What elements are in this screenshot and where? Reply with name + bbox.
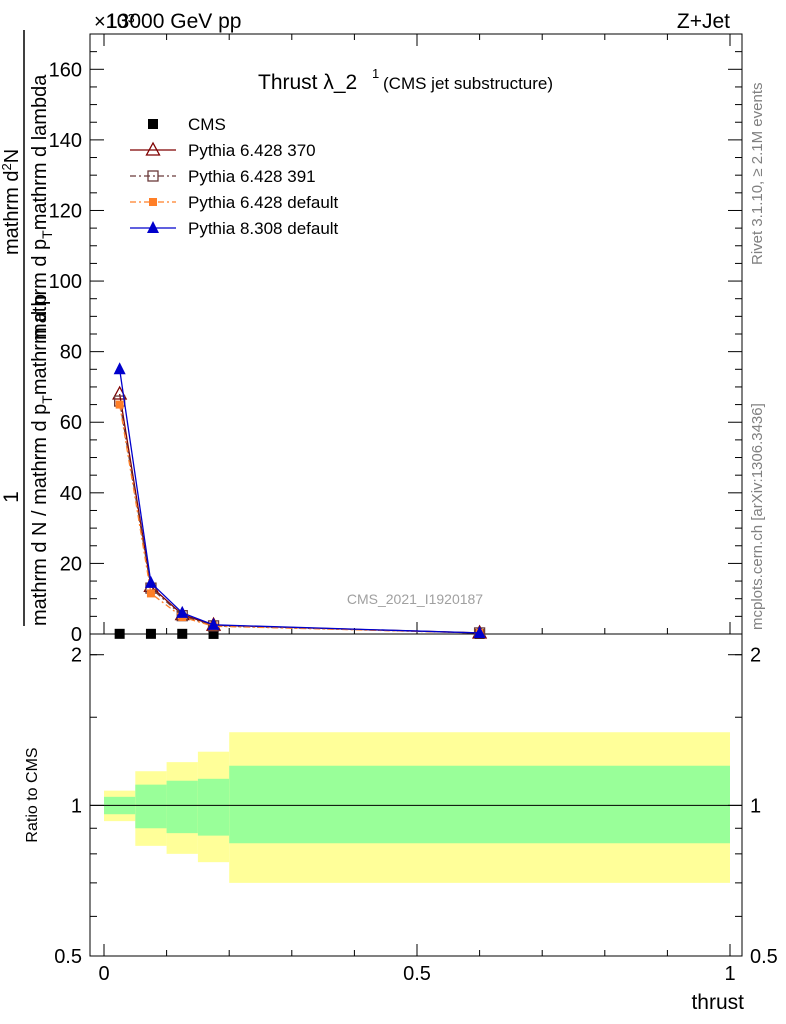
y-tick-label: 40 [60, 483, 82, 505]
legend: CMS Pythia 6.428 370 Pythia 6.428 391 Pythi… [130, 115, 339, 238]
legend-marker-p391 [147, 170, 159, 182]
legend-marker-p6def [149, 198, 157, 206]
ylabel-numerator: 1 [0, 491, 23, 503]
ratio-tick-label-right: 2 [750, 645, 761, 667]
title-sup: 1 [372, 66, 379, 81]
axis-ticks: 0 0.5 1 0 20 40 60 80 100 120 140 160 0.5 0.5 1 1 2 2 [49, 34, 778, 985]
ratio-band-inner [135, 784, 167, 829]
ratio-plot-frame [89, 633, 743, 957]
x-tick-label: 1 [724, 963, 735, 985]
legend-marker-p370 [145, 141, 161, 156]
ylabel-denominator: mathrm d N / mathrm d pTmathrm d p [29, 294, 55, 626]
series-group [112, 362, 488, 639]
ratio-ylabel: Ratio to CMS [24, 747, 41, 842]
energy-label: 13000 GeV pp [106, 10, 241, 33]
legend-label-p8def: Pythia 8.308 default [188, 219, 339, 238]
legend-label-p6def: Pythia 6.428 default [188, 193, 339, 212]
mcplots-label: mcplots.cern.ch [arXiv:1306.3436] [749, 403, 766, 630]
chart-title: Thrust λ_2 1 (CMS jet substructure) [258, 66, 553, 94]
data-point-p6def [115, 400, 124, 409]
ratio-tick-label-left: 1 [71, 795, 82, 817]
legend-label-p391: Pythia 6.428 391 [188, 167, 316, 186]
y-tick-label: 80 [60, 342, 82, 364]
data-point-cms [145, 628, 156, 639]
data-point-p8def [113, 362, 126, 375]
data-point-p8def [176, 605, 189, 618]
ratio-bands [104, 732, 730, 883]
ratio-tick-label-right: 0.5 [750, 946, 778, 968]
data-point-p6def [146, 589, 155, 598]
rivet-label: Rivet 3.1.10, ≥ 2.1M events [749, 83, 766, 266]
ratio-band-inner [166, 780, 198, 834]
title-sub: (CMS jet substructure) [383, 74, 553, 93]
y-tick-label: 60 [60, 412, 82, 434]
main-ylabel: 1 mathrm d N / mathrm d pTmathrm d p mat… [0, 30, 55, 626]
legend-label-p370: Pythia 6.428 370 [188, 141, 316, 160]
ratio-tick-label-left: 0.5 [54, 946, 82, 968]
ylabel-right-bottom: mathrm d pTmathrm d lambda [29, 74, 55, 340]
process-label: Z+Jet [677, 10, 730, 33]
data-point-cms [208, 628, 219, 639]
x-tick-label: 0.5 [403, 963, 431, 985]
title-main: Thrust λ_2 [258, 71, 357, 94]
series-line-p6def [119, 404, 480, 634]
data-point-cms [177, 628, 188, 639]
x-axis-label: thrust [691, 991, 744, 1014]
data-point-p8def [144, 575, 157, 588]
y-tick-label: 20 [60, 553, 82, 575]
x-tick-label: 0 [98, 963, 109, 985]
y-tick-label: 160 [49, 59, 82, 81]
legend-marker-p8def [147, 221, 159, 233]
ratio-tick-label-right: 1 [750, 795, 761, 817]
y-tick-label: 0 [71, 624, 82, 646]
ratio-tick-label-left: 2 [71, 645, 82, 667]
data-point-p8def [473, 625, 486, 638]
ratio-band-inner [229, 765, 730, 844]
legend-marker-cms [148, 119, 158, 129]
y-tick-label: 100 [49, 271, 82, 293]
legend-label-cms: CMS [188, 115, 226, 134]
data-point-cms [114, 628, 125, 639]
analysis-id: CMS_2021_I1920187 [347, 591, 483, 607]
data-point-p8def [207, 617, 220, 630]
y-tick-label: 120 [49, 200, 82, 222]
y-tick-label: 140 [49, 130, 82, 152]
exponent-label: ×10³ [94, 11, 135, 33]
ylabel-right-top: mathrm d2N [0, 149, 23, 255]
ratio-band-inner [197, 778, 230, 836]
